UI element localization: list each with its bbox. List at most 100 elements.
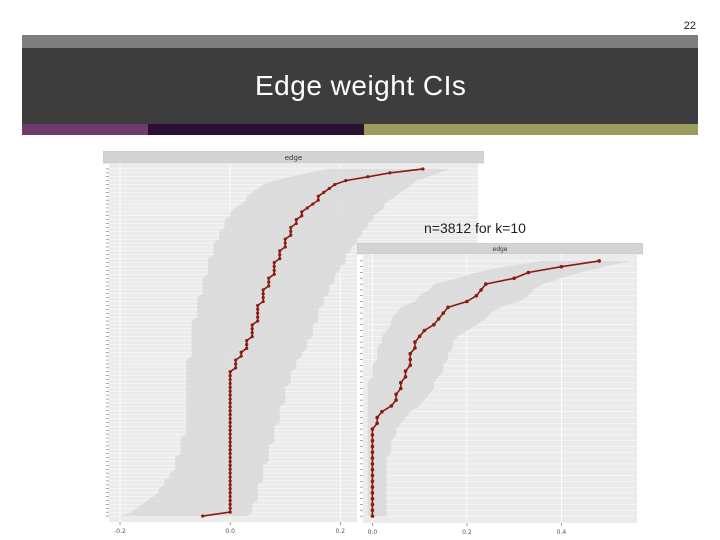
estimate-point — [228, 452, 232, 456]
estimate-point — [375, 421, 379, 426]
estimate-point — [370, 473, 375, 478]
estimate-point — [283, 237, 287, 241]
estimate-point — [370, 438, 375, 443]
estimate-point — [370, 496, 375, 501]
estimate-point — [256, 303, 260, 308]
estimate-point — [228, 448, 232, 452]
estimate-point — [375, 415, 379, 420]
estimate-point — [300, 214, 304, 218]
estimate-point — [228, 401, 232, 405]
estimate-point — [228, 428, 232, 432]
estimate-point — [261, 299, 265, 304]
estimate-point — [261, 296, 265, 300]
estimate-point — [344, 179, 348, 183]
estimate-point — [370, 508, 375, 513]
estimate-point — [239, 354, 243, 358]
estimate-point — [413, 340, 417, 344]
estimate-point — [278, 257, 282, 261]
estimate-point — [417, 334, 422, 339]
page-number: 22 — [683, 20, 696, 32]
sample-size-annotation: n=3812 for k=10 — [424, 220, 526, 236]
accent-bar-dark — [148, 124, 364, 135]
estimate-point — [228, 436, 232, 440]
estimate-point — [228, 494, 232, 499]
estimate-point — [512, 276, 516, 281]
edge-ci-plot-k10: edge 0.0 0.2 0.4 — [357, 243, 643, 537]
estimate-point — [228, 420, 232, 425]
estimate-point — [228, 381, 232, 386]
estimate-point — [228, 444, 232, 448]
estimate-point — [256, 319, 260, 323]
estimate-point — [228, 459, 232, 464]
estimate-point — [234, 366, 238, 370]
estimate-point — [228, 393, 232, 397]
estimate-point — [408, 357, 413, 362]
estimate-point — [261, 288, 265, 292]
estimate-point — [436, 317, 441, 321]
estimate-point — [228, 487, 232, 491]
estimate-point — [398, 386, 403, 391]
estimate-point — [333, 182, 337, 187]
estimate-point — [228, 440, 232, 444]
estimate-point — [597, 259, 602, 263]
estimate-point — [294, 221, 298, 226]
estimate-point — [228, 455, 232, 460]
estimate-point — [432, 322, 436, 327]
estimate-point — [228, 416, 232, 421]
estimate-point — [278, 249, 282, 253]
estimate-point — [228, 413, 232, 417]
facet-strip-label: edge — [493, 246, 508, 253]
estimate-point — [283, 241, 287, 245]
estimate-point — [316, 194, 320, 198]
estimate-point — [289, 229, 293, 233]
estimate-point — [228, 498, 232, 503]
estimate-point — [228, 491, 232, 495]
estimate-point — [366, 175, 370, 179]
estimate-point — [228, 370, 232, 374]
estimate-point — [446, 305, 450, 310]
estimate-point — [422, 328, 427, 333]
estimate-point — [311, 202, 315, 206]
accent-bar-olive — [364, 124, 698, 135]
estimate-point — [228, 471, 232, 475]
estimate-point — [272, 268, 276, 272]
estimate-point — [403, 369, 408, 373]
estimate-point — [228, 479, 232, 483]
estimate-point — [421, 167, 425, 171]
estimate-point — [394, 398, 398, 402]
estimate-point — [234, 358, 238, 362]
estimate-point — [370, 427, 375, 431]
estimate-point — [245, 346, 249, 350]
estimate-point — [267, 280, 271, 284]
estimate-point — [300, 210, 304, 214]
x-tick-label: -0.2 — [114, 528, 126, 535]
estimate-point — [316, 198, 320, 202]
estimate-point — [380, 409, 384, 414]
estimate-point — [305, 206, 309, 210]
title-top-strip — [22, 35, 698, 48]
estimate-point — [408, 363, 413, 368]
estimate-point — [370, 462, 375, 466]
estimate-point — [250, 327, 254, 331]
estimate-point — [228, 502, 232, 506]
estimate-point — [370, 456, 375, 460]
slide-title: Edge weight CIs — [255, 70, 467, 101]
estimate-point — [228, 463, 232, 467]
estimate-point — [278, 253, 282, 257]
estimate-point — [479, 288, 483, 292]
estimate-point — [294, 218, 298, 222]
estimate-point — [228, 510, 232, 514]
estimate-point — [250, 331, 254, 335]
estimate-point — [370, 514, 375, 518]
estimate-point — [465, 299, 469, 304]
estimate-point — [413, 346, 417, 350]
x-tick-label: 0.4 — [557, 529, 567, 536]
estimate-point — [256, 307, 260, 311]
estimate-point — [250, 335, 254, 339]
estimate-point — [261, 292, 265, 296]
estimate-point — [322, 190, 326, 194]
estimate-point — [267, 284, 271, 288]
estimate-point — [474, 293, 479, 298]
estimate-point — [228, 432, 232, 436]
estimate-point — [370, 502, 375, 507]
